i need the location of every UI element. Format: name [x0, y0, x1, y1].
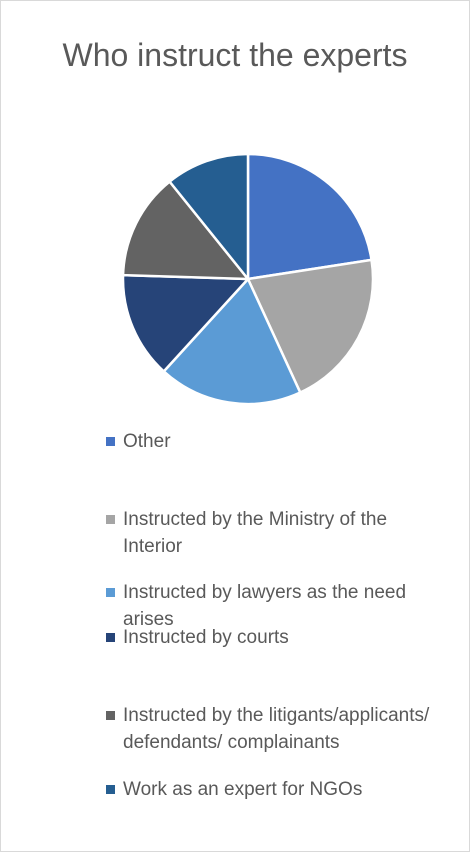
pie-slice-2: [246, 258, 375, 394]
pie-slice-1: [246, 152, 373, 281]
legend-item-1: Other: [106, 428, 436, 455]
pie-slice-4: [121, 273, 250, 373]
legend-swatch: [106, 437, 115, 446]
legend-item-5: Instructed by the litigants/applicants/ …: [106, 702, 436, 756]
legend-label: Instructed by the Ministry of the Interi…: [123, 509, 388, 557]
legend-label: Work as an expert for NGOs: [123, 779, 363, 800]
legend-item-2: Instructed by the Ministry of the Interi…: [106, 506, 436, 560]
legend-swatch: [106, 785, 115, 794]
legend-label: Instructed by lawyers as the need arises: [123, 582, 407, 630]
pie-slice-6: [168, 152, 250, 281]
legend-item-4: Instructed by courts: [106, 624, 436, 651]
chart-title: Who instruct the experts: [62, 37, 408, 73]
legend-swatch: [106, 711, 115, 720]
legend-label: Other: [123, 431, 171, 452]
legend-item-3: Instructed by lawyers as the need arises: [106, 579, 436, 633]
legend-swatch: [106, 588, 115, 597]
legend-label: Instructed by courts: [123, 627, 289, 648]
legend-item-6: Work as an expert for NGOs: [106, 776, 436, 803]
legend-swatch: [106, 633, 115, 642]
pie-slice-5: [121, 180, 250, 281]
legend-swatch: [106, 515, 115, 524]
pie-slice-3: [162, 277, 302, 406]
legend-label: Instructed by the litigants/applicants/ …: [123, 705, 430, 753]
